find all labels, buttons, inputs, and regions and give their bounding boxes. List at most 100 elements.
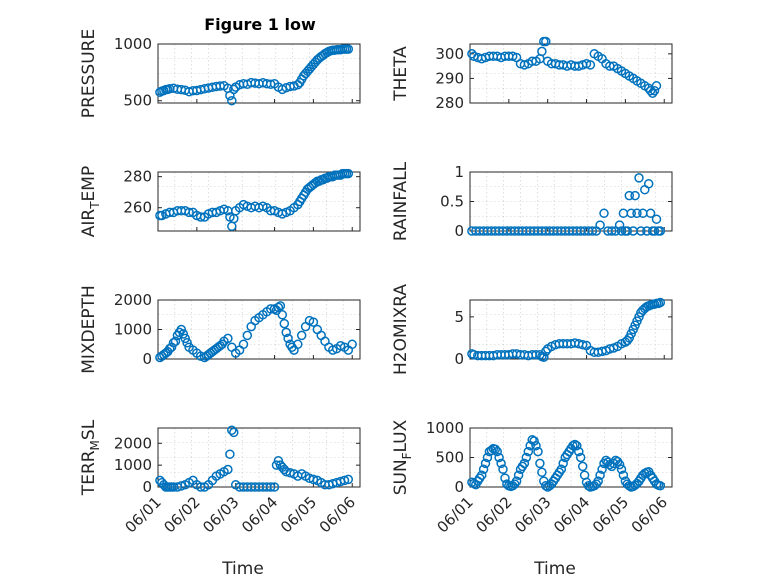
data-point: [279, 318, 290, 329]
data-point: [614, 220, 625, 230]
y-tick-label: 1000: [426, 419, 464, 437]
data-point: [184, 207, 194, 218]
data-point: [587, 226, 598, 236]
y-axis-label: H2OMIXRA: [391, 284, 411, 375]
data-point: [180, 333, 190, 344]
x-axis-label: Time: [221, 559, 264, 579]
data-point: [223, 333, 233, 344]
data-point: [242, 330, 253, 341]
subplot-pressure: 500 1000 PRESSURE: [79, 29, 361, 118]
y-tick-label: 300: [435, 45, 464, 63]
data-point: [556, 464, 567, 475]
data-point: [630, 190, 640, 201]
y-tick-label: 280: [435, 94, 464, 112]
y-tick-label: 1000: [114, 35, 152, 53]
axes-box: [469, 299, 673, 360]
data-point: [607, 226, 617, 236]
x-tick-label: 06/05: [277, 493, 320, 536]
y-tick-label: 260: [123, 199, 152, 217]
data-point: [541, 481, 551, 491]
data-point: [574, 446, 584, 457]
data-point: [577, 461, 588, 472]
data-series: [155, 168, 354, 232]
y-tick-label: 0: [454, 222, 464, 240]
y-tick-label: 2000: [114, 291, 152, 309]
data-point: [269, 482, 280, 492]
data-point: [585, 60, 596, 70]
y-tick-label: 2000: [114, 434, 152, 452]
y-axis-label: TERRMSL: [79, 419, 102, 496]
y-tick-label: 0: [142, 350, 152, 368]
x-tick-label: 06/06: [316, 493, 359, 536]
data-point: [176, 481, 187, 491]
data-point: [519, 458, 530, 469]
data-point: [170, 336, 181, 347]
data-point: [275, 301, 286, 311]
data-series: [467, 435, 666, 492]
data-point: [308, 317, 319, 327]
data-point: [182, 338, 192, 348]
x-tick-label: 06/03: [199, 493, 242, 536]
data-point: [478, 464, 489, 475]
x-tick-label: 06/05: [589, 493, 632, 536]
y-tick-label: 500: [435, 449, 464, 467]
x-tick-label: 06/03: [511, 493, 554, 536]
data-point: [225, 449, 235, 459]
y-axis-label: RAINFALL: [391, 161, 411, 241]
data-point: [655, 226, 666, 236]
y-tick-label: 0.5: [440, 193, 464, 211]
data-point: [490, 444, 501, 454]
data-point: [595, 470, 605, 480]
data-point: [507, 51, 518, 62]
data-point: [476, 470, 487, 480]
data-point: [649, 226, 660, 236]
data-point: [645, 208, 656, 219]
data-point: [271, 460, 282, 470]
x-tick-label: 06/02: [160, 493, 203, 536]
data-point: [577, 339, 588, 350]
y-tick-label: 0: [142, 478, 152, 496]
data-point: [285, 468, 295, 478]
data-point: [622, 335, 633, 346]
data-point: [531, 440, 541, 451]
data-point: [492, 446, 502, 457]
data-point: [513, 470, 524, 480]
data-series: [155, 425, 354, 492]
data-point: [651, 214, 662, 224]
axes-box: [469, 43, 673, 104]
data-point: [616, 464, 627, 475]
x-tick-label: 06/02: [472, 493, 515, 536]
data-point: [496, 458, 506, 469]
x-tick-label: 06/04: [550, 493, 593, 536]
data-point: [500, 473, 510, 483]
data-point: [537, 467, 547, 478]
data-point: [636, 226, 646, 236]
data-point: [523, 446, 534, 457]
data-point: [572, 440, 582, 451]
data-point: [347, 339, 357, 350]
data-point: [581, 58, 592, 69]
data-point: [655, 297, 666, 308]
data-point: [343, 168, 354, 179]
data-point: [265, 482, 276, 492]
data-point: [618, 470, 629, 480]
data-point: [223, 464, 233, 475]
data-point: [645, 85, 656, 96]
data-point: [343, 474, 354, 485]
data-point: [541, 36, 551, 47]
data-point: [176, 324, 187, 335]
data-point: [529, 436, 539, 446]
x-tick-label: 06/01: [122, 493, 165, 536]
data-point: [343, 44, 354, 54]
data-point: [558, 458, 568, 469]
data-point: [227, 95, 237, 106]
y-tick-label: 5: [454, 308, 464, 326]
x-tick-label: 06/04: [238, 493, 281, 536]
data-point: [595, 220, 605, 230]
data-point: [541, 346, 551, 357]
data-point: [634, 312, 644, 322]
data-point: [622, 226, 633, 236]
data-series: [467, 297, 666, 363]
